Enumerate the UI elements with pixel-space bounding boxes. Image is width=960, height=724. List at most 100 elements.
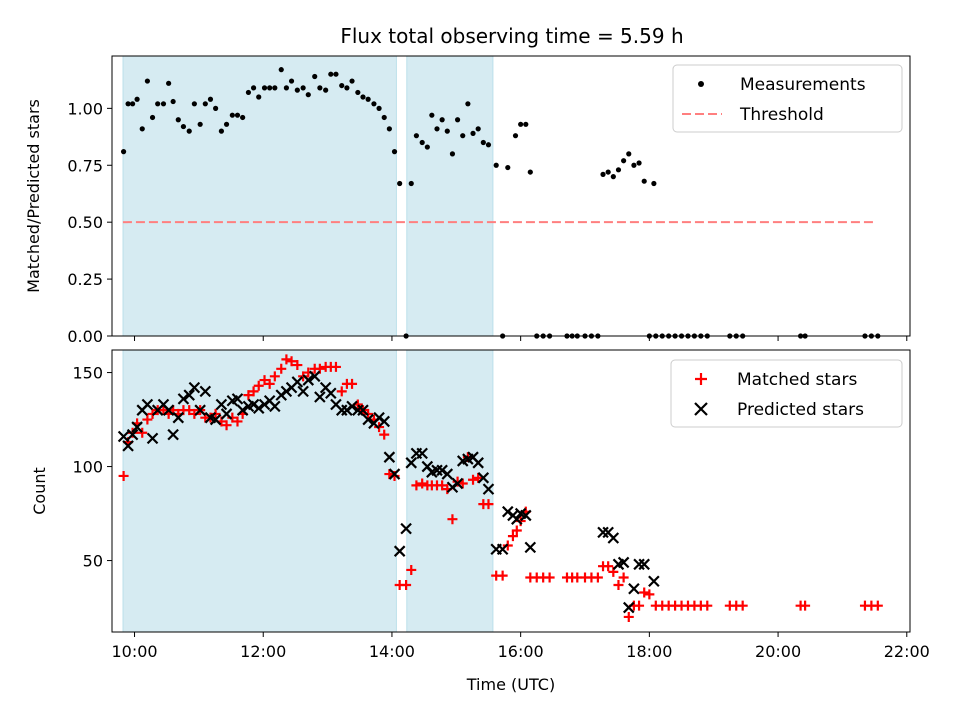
matched-stars-point xyxy=(142,414,153,425)
measurement-point xyxy=(272,85,278,91)
predicted-stars-point xyxy=(638,558,650,571)
y-tick-label: 0.25 xyxy=(67,270,103,289)
measurement-point xyxy=(413,133,419,139)
legend-box xyxy=(670,359,903,428)
matched-stars-point xyxy=(281,354,292,365)
predicted-stars-point xyxy=(122,440,134,452)
y-tick-label: 50 xyxy=(83,552,103,571)
matched-stars-point xyxy=(872,600,883,611)
measurement-point xyxy=(512,133,519,139)
measurement-point xyxy=(605,169,611,175)
measurement-point xyxy=(636,160,642,166)
measurement-point xyxy=(175,117,181,123)
measurement-point xyxy=(454,117,461,123)
x-tick-label: 14:00 xyxy=(369,642,415,661)
x-tick-label: 10:00 xyxy=(111,642,157,661)
measurement-point xyxy=(256,94,262,100)
measurement-point xyxy=(294,87,300,93)
measurement-point xyxy=(376,105,382,111)
matched-stars-point xyxy=(259,375,270,386)
measurement-point xyxy=(267,85,273,91)
measurement-point xyxy=(355,89,361,96)
predicted-stars-point xyxy=(231,393,244,405)
matched-stars-point xyxy=(221,420,232,431)
matched-stars-point xyxy=(473,472,484,483)
predicted-stars-point xyxy=(297,385,309,398)
figure-title: Flux total observing time = 5.59 h xyxy=(340,24,683,48)
matched-stars-point xyxy=(623,611,634,622)
count-panel: 50 100 150 10:00 12:00 14:00 16:00 18:00 20:00 22… xyxy=(30,349,930,694)
measurement-point xyxy=(439,117,445,123)
legend-box xyxy=(672,64,903,133)
predicted-stars-point xyxy=(167,428,179,441)
matched-stars-point xyxy=(286,356,297,367)
matched-stars-point xyxy=(248,386,259,397)
matched-stars-point xyxy=(184,405,195,416)
measurement-point xyxy=(245,89,252,96)
predicted-stars-point xyxy=(617,556,630,569)
predicted-stars-point xyxy=(215,398,228,411)
matched-stars-point xyxy=(592,572,603,583)
matched-stars-point xyxy=(639,587,650,598)
legend-measurements-marker xyxy=(698,81,704,87)
measurement-point xyxy=(180,123,187,130)
predicted-stars-point xyxy=(325,387,337,400)
predicted-stars-point xyxy=(236,404,249,416)
y-tick-label: 0.50 xyxy=(67,213,103,232)
predicted-stars-point xyxy=(209,413,222,426)
measurement-point xyxy=(134,96,140,102)
measurement-point xyxy=(391,149,398,155)
matched-stars-point xyxy=(603,561,614,572)
predicted-stars-point xyxy=(405,457,418,469)
y-tick-label: 100 xyxy=(72,458,103,477)
predicted-stars-point xyxy=(146,432,159,445)
matched-stars-point xyxy=(384,469,395,480)
matched-stars-point xyxy=(457,478,468,489)
measurement-point xyxy=(480,139,486,146)
count-panel-shaded-intervals xyxy=(122,349,494,633)
matched-stars-point xyxy=(137,427,148,438)
measurement-point xyxy=(444,128,450,134)
matched-stars-point xyxy=(468,474,479,485)
predicted-stars-point xyxy=(194,404,206,416)
measurement-point xyxy=(197,121,203,127)
measurement-point xyxy=(139,126,145,132)
legend-measurements-label: Measurements xyxy=(740,75,866,95)
measurement-point xyxy=(397,180,403,187)
matched-stars-point xyxy=(634,600,645,611)
measurement-point xyxy=(615,167,622,173)
measurement-point xyxy=(381,114,387,121)
predicted-stars-point xyxy=(633,558,645,571)
predicted-stars-point xyxy=(607,532,620,544)
measurement-point xyxy=(360,94,366,100)
measurement-point xyxy=(288,78,295,84)
measurement-point xyxy=(250,85,257,91)
matched-stars-point xyxy=(269,371,280,382)
measurement-point xyxy=(218,128,225,134)
measurement-point xyxy=(523,121,529,127)
matched-stars-point xyxy=(243,390,254,401)
x-tick-label: 16:00 xyxy=(498,642,544,661)
measurement-point xyxy=(386,126,392,132)
predicted-stars-point xyxy=(378,415,390,428)
matched-stars-point xyxy=(330,361,341,372)
predicted-stars-point xyxy=(628,582,640,595)
matched-stars-point xyxy=(511,525,522,536)
x-tick-label: 12:00 xyxy=(240,642,286,661)
measurement-point xyxy=(631,162,637,168)
measurement-point xyxy=(505,164,511,171)
shaded-interval xyxy=(406,55,494,337)
predicted-stars-point xyxy=(362,413,374,426)
measurement-point xyxy=(278,67,284,73)
matched-stars-point xyxy=(411,480,422,491)
predicted-stars-point xyxy=(291,376,304,388)
measurement-point xyxy=(202,101,208,107)
ratio-panel-marks xyxy=(120,67,881,339)
measurement-point xyxy=(305,92,311,98)
matched-stars-point xyxy=(253,380,264,391)
predicted-stars-point xyxy=(314,391,326,403)
matched-stars-point xyxy=(507,531,518,542)
matched-stars-point xyxy=(379,429,390,440)
measurement-point xyxy=(186,128,192,134)
